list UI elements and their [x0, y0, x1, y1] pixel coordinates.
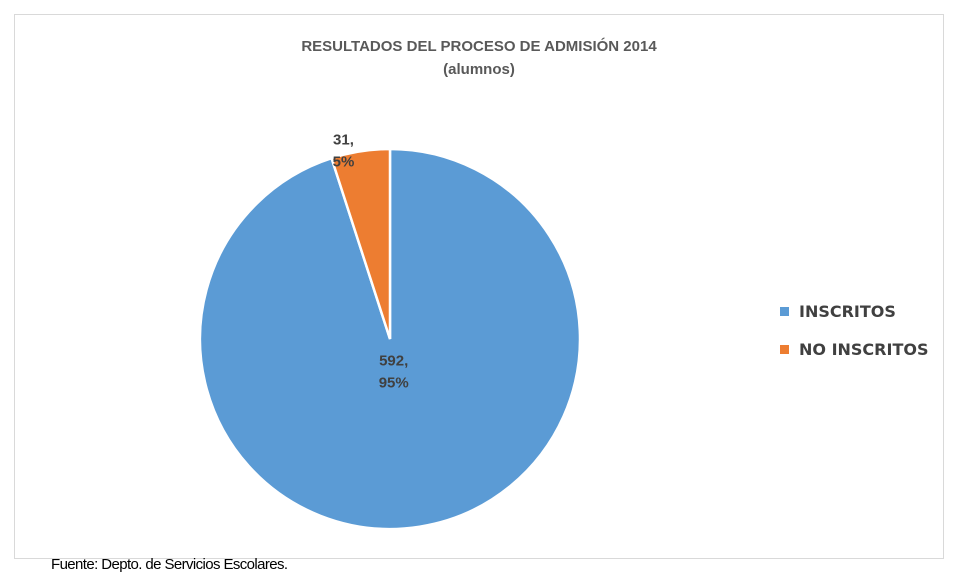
- legend-label-no-inscritos: NO INSCRITOS: [799, 339, 929, 359]
- chart-title: RESULTADOS DEL PROCESO DE ADMISIÓN 2014: [301, 38, 657, 55]
- data-label-percent-0: 95%: [379, 374, 409, 391]
- data-label-percent-1: 5%: [333, 153, 355, 170]
- legend-label-inscritos: INSCRITOS: [799, 301, 896, 321]
- legend-swatch-no-inscritos: [780, 344, 789, 354]
- chart-legend: INSCRITOS NO INSCRITOS: [780, 300, 928, 376]
- chart-subtitle: (alumnos): [443, 61, 515, 78]
- legend-item-no-inscritos: NO INSCRITOS: [780, 338, 928, 360]
- legend-item-inscritos: INSCRITOS: [780, 300, 928, 322]
- legend-swatch-inscritos: [780, 306, 789, 316]
- data-label-value-0: 592,: [379, 352, 408, 369]
- data-label-value-1: 31,: [333, 131, 354, 148]
- pie-slice-no-inscritos: [329, 147, 392, 340]
- source-note: Fuente: Depto. de Servicios Escolares.: [51, 556, 288, 573]
